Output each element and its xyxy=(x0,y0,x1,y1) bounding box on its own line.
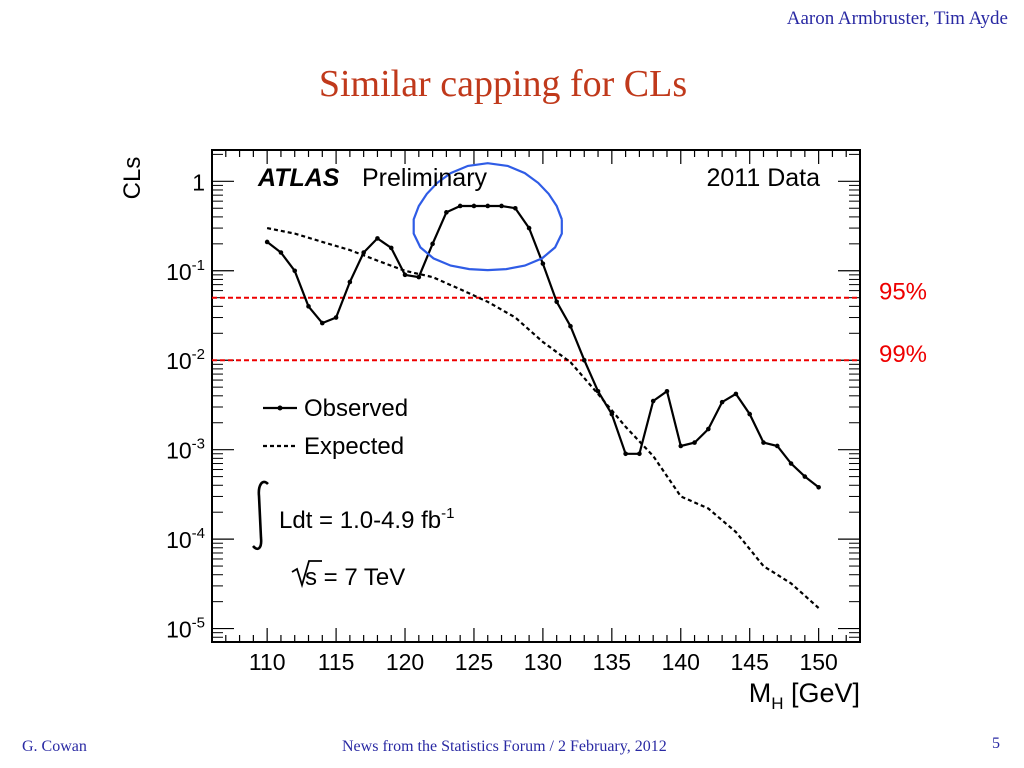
x-axis-title: MH [GeV] xyxy=(749,678,860,713)
dataset-label: 2011 Data xyxy=(706,164,820,192)
observed-point xyxy=(499,203,504,209)
expected-line xyxy=(266,227,820,609)
observed-point xyxy=(678,443,684,449)
author-names: Aaron Armbruster, Tim Ayde xyxy=(786,8,1008,29)
sqrt-sign xyxy=(291,560,322,589)
y-tick-label: 10-4 xyxy=(166,525,205,553)
observed-point xyxy=(361,250,366,255)
observed-point xyxy=(526,225,532,231)
legend-observed-label: Observed xyxy=(304,395,408,422)
observed-point xyxy=(623,451,628,457)
preliminary-label: Preliminary xyxy=(362,164,488,192)
observed-point xyxy=(306,304,311,309)
observed-point xyxy=(471,203,477,209)
observed-point xyxy=(788,461,794,466)
cls-chart: 110 115 120 125 130 135 140 145 150 1 10-1 10-2 10-3… xyxy=(119,149,927,713)
y-tick-label: 10-1 xyxy=(166,257,205,285)
footer-event: News from the Statistics Forum / 2 Febru… xyxy=(342,738,667,755)
observed-point xyxy=(595,388,601,394)
observed-point xyxy=(761,440,766,445)
observed-point xyxy=(719,399,725,405)
observed-point xyxy=(416,274,422,280)
observed-point xyxy=(319,320,325,326)
reference-lines: 95% 99% xyxy=(212,279,927,368)
observed-point xyxy=(333,315,339,320)
observed-point xyxy=(278,250,284,255)
y-axis-title: CLs xyxy=(119,157,146,200)
atlas-label: ATLAS xyxy=(257,164,340,192)
x-tick-label: 145 xyxy=(731,649,769,675)
page-number: 5 xyxy=(992,735,1000,752)
reference-line-label: 95% xyxy=(879,279,927,306)
x-tick-label: 150 xyxy=(799,649,837,675)
x-tick-label: 140 xyxy=(662,649,700,675)
observed-point xyxy=(568,323,573,329)
observed-point xyxy=(581,357,587,363)
observed-point xyxy=(650,398,656,404)
observed-point xyxy=(692,440,697,445)
observed-point xyxy=(347,279,353,285)
observed-point xyxy=(664,388,670,394)
observed-point xyxy=(292,268,298,274)
observed-point xyxy=(485,203,491,209)
reference-line-label: 99% xyxy=(879,341,927,368)
observed-point xyxy=(444,210,449,215)
observed-point xyxy=(816,484,821,490)
observed-point xyxy=(375,236,380,241)
slide-title: Similar capping for CLs xyxy=(318,63,688,105)
annotations: ATLAS Preliminary 2011 Data Observed Expecte… xyxy=(252,162,820,591)
x-tick-label: 120 xyxy=(386,649,424,675)
y-tick-label: 10-3 xyxy=(166,436,205,464)
observed-point xyxy=(388,245,394,251)
integral-sign xyxy=(252,480,269,551)
y-tick-label: 10-5 xyxy=(166,615,205,643)
y-tick-label: 1 xyxy=(192,169,205,195)
observed-point xyxy=(706,426,711,432)
observed-point xyxy=(430,241,435,247)
footer-author: G. Cowan xyxy=(22,738,87,755)
observed-point xyxy=(733,391,739,397)
observed-point xyxy=(774,443,780,449)
x-tick-label: 110 xyxy=(249,649,286,675)
highlight-circle xyxy=(412,162,563,272)
y-tick-label: 10-2 xyxy=(166,346,205,374)
x-tick-label: 125 xyxy=(455,649,493,675)
x-tick-label: 115 xyxy=(318,649,355,675)
energy-label: s = 7 TeV xyxy=(305,564,405,591)
axis-ticks: 110 115 120 125 130 135 140 145 150 1 10-1 10-2 10-3… xyxy=(119,150,861,713)
x-tick-label: 130 xyxy=(524,649,562,675)
observed-point xyxy=(402,272,408,278)
observed-point xyxy=(540,261,546,266)
observed-point xyxy=(264,239,270,245)
observed-point xyxy=(747,411,753,417)
observed-point xyxy=(513,205,518,211)
observed-point xyxy=(802,474,808,479)
legend-observed-marker xyxy=(277,405,283,411)
observed-point xyxy=(457,203,463,209)
x-tick-label: 135 xyxy=(593,649,631,675)
luminosity-label: Ldt = 1.0-4.9 fb-1 xyxy=(279,505,454,534)
data-series xyxy=(264,203,821,609)
legend-expected-label: Expected xyxy=(304,433,404,460)
observed-point xyxy=(637,451,642,457)
observed-point xyxy=(554,299,559,305)
